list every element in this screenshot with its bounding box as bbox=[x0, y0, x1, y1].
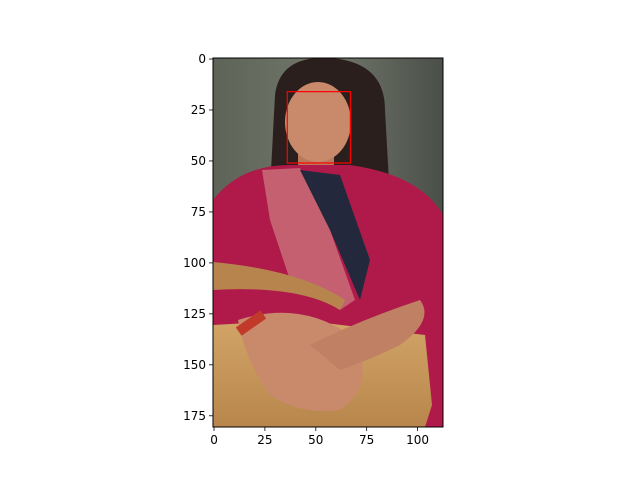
y-tick-label: 150 bbox=[183, 358, 206, 372]
bracelet bbox=[235, 310, 267, 336]
x-tick-label: 50 bbox=[308, 433, 323, 447]
y-axis: 0 25 50 75 100 125 150 175 bbox=[183, 52, 213, 423]
y-tick-label: 25 bbox=[191, 103, 206, 117]
face-shape bbox=[285, 82, 351, 162]
y-tick-label: 0 bbox=[198, 52, 206, 66]
scarf-shape bbox=[262, 168, 355, 310]
x-tick-label: 25 bbox=[257, 433, 272, 447]
x-tick-label: 75 bbox=[359, 433, 374, 447]
bag-strap bbox=[213, 262, 345, 310]
x-axis: 0 25 50 75 100 bbox=[210, 427, 429, 447]
y-tick-label: 125 bbox=[183, 307, 206, 321]
y-tick-label: 50 bbox=[191, 154, 206, 168]
forearm-shape bbox=[310, 300, 425, 370]
scarf-dark-shape bbox=[300, 170, 370, 300]
y-tick-label: 100 bbox=[183, 256, 206, 270]
x-tick-label: 0 bbox=[210, 433, 218, 447]
axes-frame bbox=[212, 57, 444, 428]
y-tick-label: 75 bbox=[191, 205, 206, 219]
x-tick-label: 100 bbox=[406, 433, 429, 447]
y-tick-label: 175 bbox=[183, 409, 206, 423]
person-photo bbox=[213, 58, 443, 427]
face-bounding-box bbox=[286, 91, 351, 164]
